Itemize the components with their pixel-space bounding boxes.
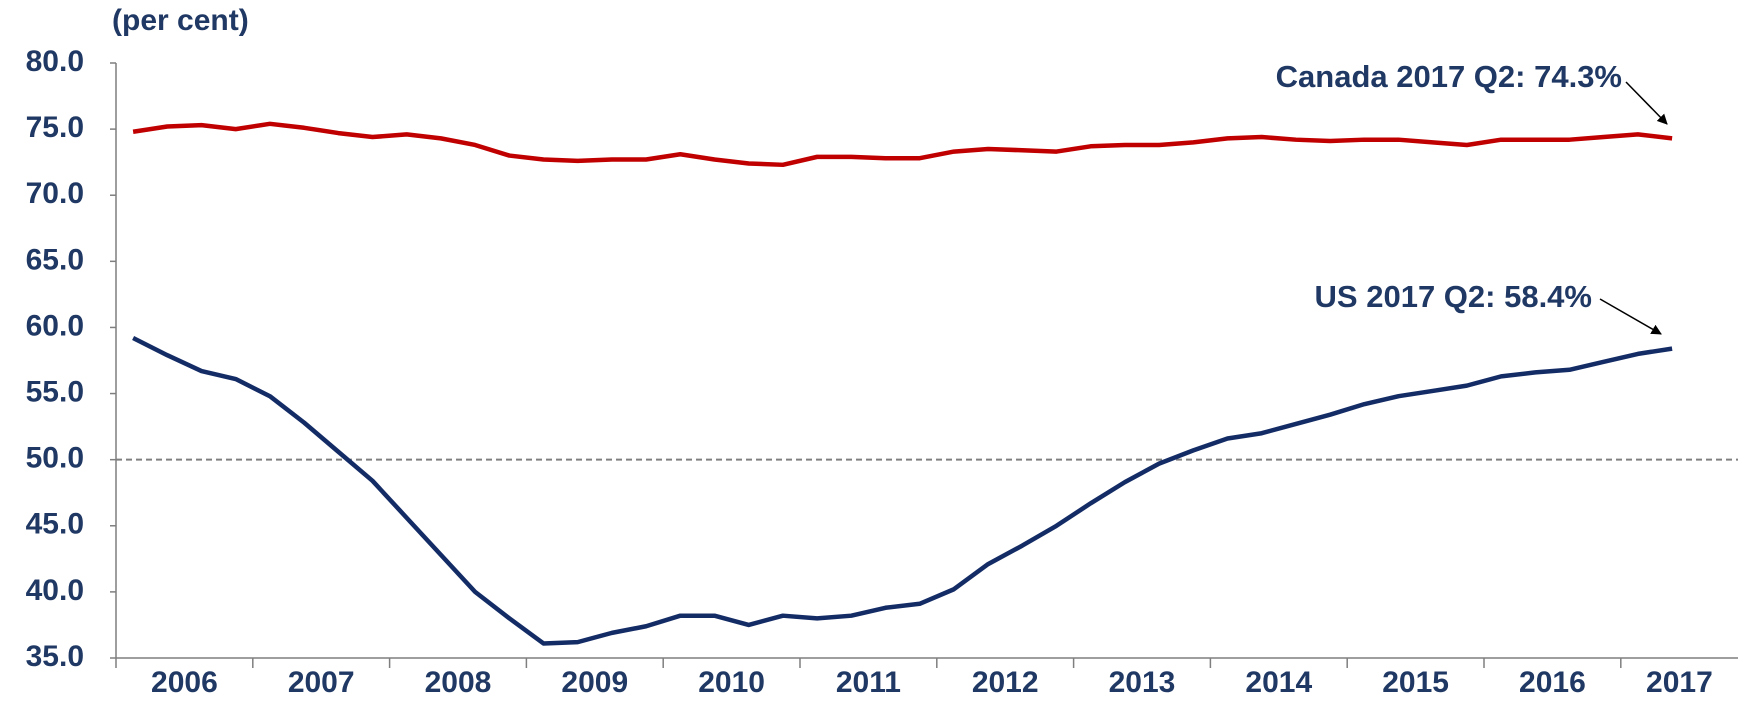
y-tick-label: 50.0 — [26, 442, 84, 475]
y-tick-label: 60.0 — [26, 309, 84, 342]
y-tick-label: 55.0 — [26, 375, 84, 408]
x-tick-label: 2006 — [151, 666, 218, 699]
x-tick-label: 2015 — [1382, 666, 1449, 699]
x-tick-label: 2007 — [288, 666, 355, 699]
x-tick-label: 2012 — [972, 666, 1039, 699]
x-tick-label: 2014 — [1245, 666, 1312, 699]
annotation: Canada 2017 Q2: 74.3% — [1276, 59, 1622, 94]
annotation: US 2017 Q2: 58.4% — [1315, 279, 1592, 314]
x-tick-label: 2017 — [1646, 666, 1713, 699]
x-tick-label: 2016 — [1519, 666, 1586, 699]
y-tick-label: 45.0 — [26, 508, 84, 541]
y-tick-label: 40.0 — [26, 574, 84, 607]
series-line — [132, 121, 1673, 168]
y-axis-label: (per cent) — [112, 4, 249, 37]
y-tick-label: 80.0 — [26, 45, 84, 78]
x-tick-label: 2009 — [561, 666, 628, 699]
y-tick-label: 70.0 — [26, 177, 84, 210]
x-tick-label: 2008 — [425, 666, 492, 699]
x-tick-label: 2013 — [1109, 666, 1176, 699]
y-tick-label: 65.0 — [26, 243, 84, 276]
x-tick-label: 2011 — [836, 666, 901, 699]
series-line — [132, 336, 1673, 646]
y-tick-label: 35.0 — [26, 640, 84, 673]
annotation-arrow — [1599, 298, 1662, 335]
y-tick-label: 75.0 — [26, 111, 84, 144]
annotation-arrow — [1625, 81, 1668, 125]
x-tick-label: 2010 — [698, 666, 765, 699]
